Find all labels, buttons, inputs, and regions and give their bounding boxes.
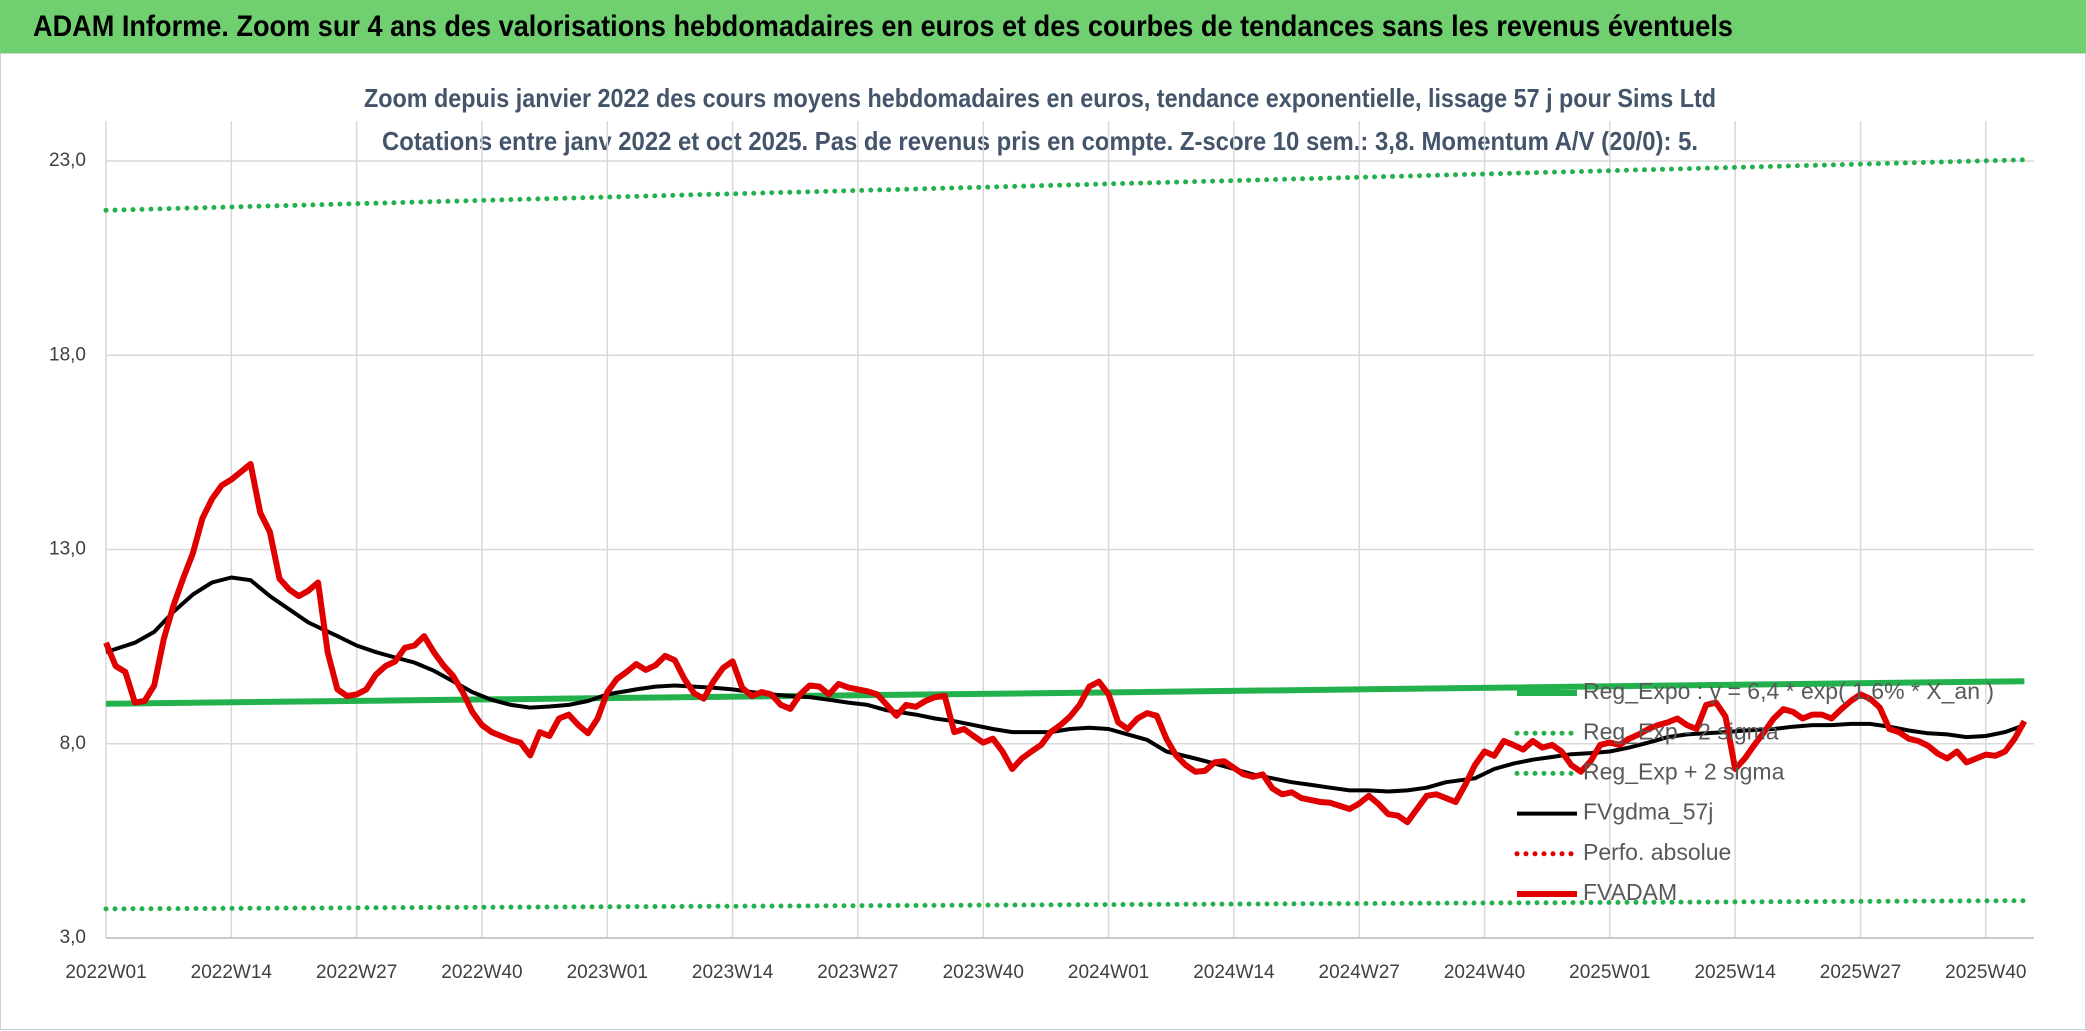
- y-tick-label: 8,0: [60, 733, 86, 754]
- x-tick-label: 2023W14: [692, 962, 774, 983]
- y-tick-label: 18,0: [49, 344, 86, 365]
- series-line: [105, 678, 2025, 707]
- legend-label: Reg_Exp - 2 sigma: [1583, 718, 1779, 744]
- chart-subtitle: Cotations entre janv 2022 et oct 2025. P…: [382, 126, 1698, 156]
- x-tick-label: 2024W27: [1319, 962, 1400, 983]
- legend-label: Reg_Expo : y = 6,4 * exp( 1,6% * X_an ): [1583, 678, 1994, 704]
- series-line: [103, 461, 2028, 826]
- x-tick-label: 2022W14: [191, 962, 273, 983]
- header-title: ADAM Informe. Zoom sur 4 ans des valoris…: [33, 10, 1733, 43]
- legend-label: FVADAM: [1583, 879, 1677, 905]
- x-tick-label: 2024W40: [1444, 962, 1525, 983]
- x-tick-label: 2024W14: [1193, 962, 1275, 983]
- chart-frame: [0, 53, 2086, 1030]
- x-tick-label: 2025W27: [1820, 962, 1901, 983]
- x-tick-label: 2025W40: [1945, 962, 2026, 983]
- y-tick-label: 23,0: [49, 150, 86, 171]
- x-tick-label: 2025W14: [1694, 962, 1776, 983]
- legend-label: FVgdma_57j: [1583, 799, 1713, 825]
- x-tick-label: 2025W01: [1569, 962, 1650, 983]
- x-tick-label: 2023W01: [567, 962, 648, 983]
- y-tick-label: 13,0: [49, 539, 86, 560]
- chart-title: Zoom depuis janvier 2022 des cours moyen…: [364, 83, 1716, 113]
- legend-label: Perfo. absolue: [1583, 839, 1731, 865]
- series-line: [105, 575, 2026, 794]
- x-tick-label: 2024W01: [1068, 962, 1149, 983]
- header-bar: [0, 0, 2086, 53]
- x-tick-label: 2023W27: [817, 962, 898, 983]
- y-tick-label: 3,0: [60, 927, 86, 948]
- legend-label: Reg_Exp + 2 sigma: [1583, 758, 1785, 784]
- x-tick-label: 2023W40: [943, 962, 1024, 983]
- x-tick-label: 2022W01: [65, 962, 146, 983]
- x-tick-label: 2022W27: [316, 962, 397, 983]
- x-tick-label: 2022W40: [441, 962, 522, 983]
